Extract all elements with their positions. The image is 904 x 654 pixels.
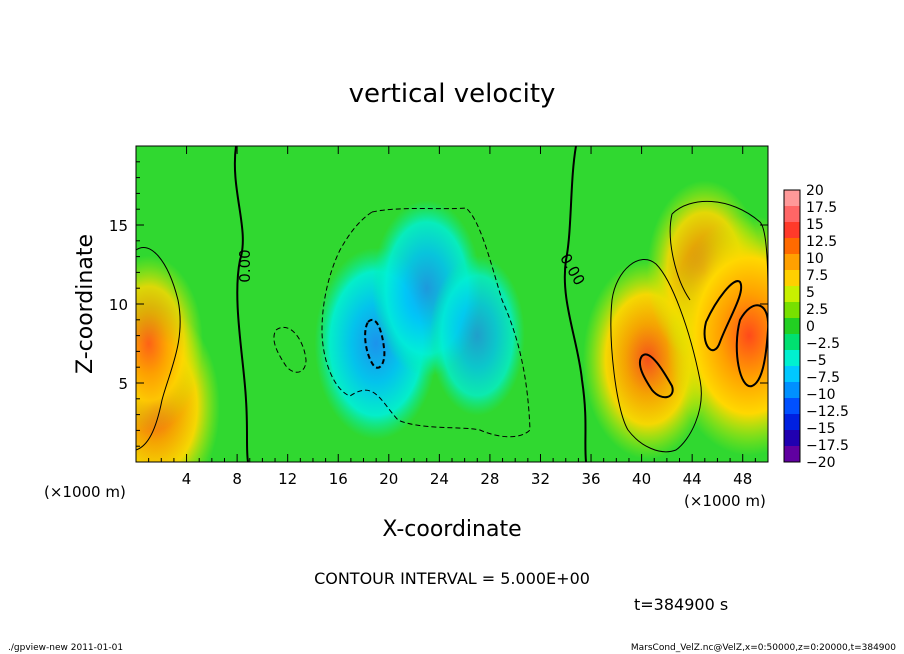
colorbar-label: 20 (806, 183, 824, 199)
x-tick-label: 28 (480, 470, 499, 488)
contour-thin-1 (136, 247, 181, 451)
colorbar-swatch (784, 254, 800, 271)
y-tick-label: 5 (118, 375, 128, 393)
contour-thin-2 (610, 258, 702, 453)
x-tick-label: 24 (430, 470, 449, 488)
zero-contour-right (563, 146, 587, 462)
colorbar-frame (783, 189, 801, 463)
colorbar-swatch (784, 206, 800, 223)
field-blob-7 (666, 215, 768, 456)
colorbar-swatch (784, 382, 800, 399)
x-unit-right: (×1000 m) (684, 492, 766, 510)
x-axis-label: X-coordinate (382, 517, 521, 542)
footer-right: MarsCond_VelZ.nc@VelZ,x=0:50000,z=0:2000… (631, 643, 896, 653)
zero-contour-left (233, 146, 249, 462)
x-tick-label: 16 (329, 470, 348, 488)
footer-left: ./gpview-new 2011-01-01 (8, 643, 123, 653)
y-axis-label: Z-coordinate (73, 234, 98, 374)
colorbar-swatch (784, 334, 800, 351)
x-tick-label: 48 (733, 470, 752, 488)
contour-pos-3 (735, 304, 768, 388)
colorbar-label: −5 (806, 353, 827, 369)
colorbar-label: 2.5 (806, 302, 828, 318)
colorbar-swatch (784, 190, 800, 207)
colorbar-swatch (784, 414, 800, 431)
colorbar-swatch (784, 430, 800, 447)
field-blob-4 (429, 255, 525, 416)
x-unit-left: (×1000 m) (44, 483, 126, 501)
contour-interval: CONTOUR INTERVAL = 5.000E+00 (314, 569, 590, 588)
time-label: t=384900 s (634, 595, 728, 614)
colorbar-label: −15 (806, 421, 836, 437)
contour-neg-3 (273, 327, 307, 373)
y-tick-label: 15 (109, 217, 128, 235)
contour-pos-2 (703, 280, 743, 351)
colorbar-label: −17.5 (806, 438, 849, 454)
colorbar-label: −20 (806, 455, 836, 471)
x-tick-label: 32 (531, 470, 550, 488)
colorbar-label: 10 (806, 251, 824, 267)
colorbar-swatch (784, 286, 800, 303)
colorbar-swatch (784, 302, 800, 319)
colorbar-label: −12.5 (806, 404, 849, 420)
colorbar-swatch (784, 238, 800, 255)
colorbar-label: −2.5 (806, 336, 840, 352)
y-tick-label: 10 (109, 296, 128, 314)
field-layer (136, 180, 768, 462)
x-tick-label: 12 (278, 470, 297, 488)
contour-pos-1 (638, 353, 674, 399)
plot-area: 0.00 0.00 (136, 146, 768, 462)
colorbar-label: −10 (806, 387, 836, 403)
colorbar-label: 5 (806, 285, 815, 301)
colorbar-swatch (784, 350, 800, 367)
x-tick-label: 8 (232, 470, 242, 488)
colorbar-label: 12.5 (806, 234, 837, 250)
colorbar-swatch (784, 366, 800, 383)
x-tick-label: 36 (581, 470, 600, 488)
colorbar-label: 0 (806, 319, 815, 335)
x-tick-label: 20 (379, 470, 398, 488)
colorbar: 2017.51512.5107.552.50−2.5−5−7.5−10−12.5… (783, 183, 849, 471)
x-tick-label: 40 (632, 470, 651, 488)
colorbar-label: 15 (806, 217, 824, 233)
colorbar-swatch (784, 270, 800, 287)
zero-label-left: 0.00 (236, 249, 254, 282)
x-tick-label: 44 (683, 470, 702, 488)
colorbar-swatch (784, 446, 800, 463)
colorbar-swatch (784, 398, 800, 415)
field-blob-1 (136, 255, 204, 432)
x-tick-label: 4 (182, 470, 192, 488)
chart-title: vertical velocity (349, 79, 556, 109)
colorbar-swatch (784, 318, 800, 335)
colorbar-swatch (784, 222, 800, 239)
colorbar-label: 17.5 (806, 200, 837, 216)
colorbar-label: −7.5 (806, 370, 840, 386)
colorbar-label: 7.5 (806, 268, 828, 284)
